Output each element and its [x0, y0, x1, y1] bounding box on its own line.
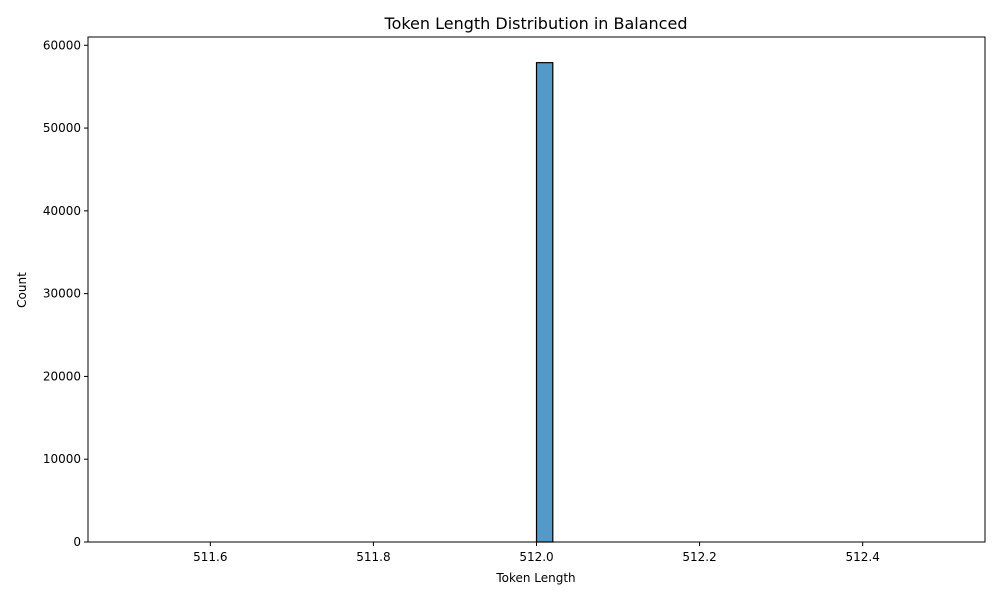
x-axis-label: Token Length	[495, 571, 575, 585]
y-tick-label: 0	[73, 535, 81, 549]
y-tick-label: 50000	[43, 121, 81, 135]
x-tick-label: 511.8	[356, 550, 390, 564]
y-axis-label: Count	[15, 272, 29, 308]
histogram-bar	[535, 62, 554, 543]
y-tick-label: 30000	[43, 287, 81, 301]
bars-layer	[535, 62, 554, 543]
x-tick-label: 512.2	[682, 550, 716, 564]
y-tick-label: 10000	[43, 452, 81, 466]
x-tick-label: 512.4	[846, 550, 880, 564]
chart-title: Token Length Distribution in Balanced	[384, 14, 688, 33]
y-tick-label: 20000	[43, 369, 81, 383]
ticks-layer: 511.6 511.8 512.0 512.2 512.4 0 10000 20000 3000…	[43, 38, 880, 564]
y-tick-label: 60000	[43, 38, 81, 52]
y-tick-label: 40000	[43, 204, 81, 218]
x-tick-label: 511.6	[193, 550, 227, 564]
x-tick-label: 512.0	[519, 550, 553, 564]
